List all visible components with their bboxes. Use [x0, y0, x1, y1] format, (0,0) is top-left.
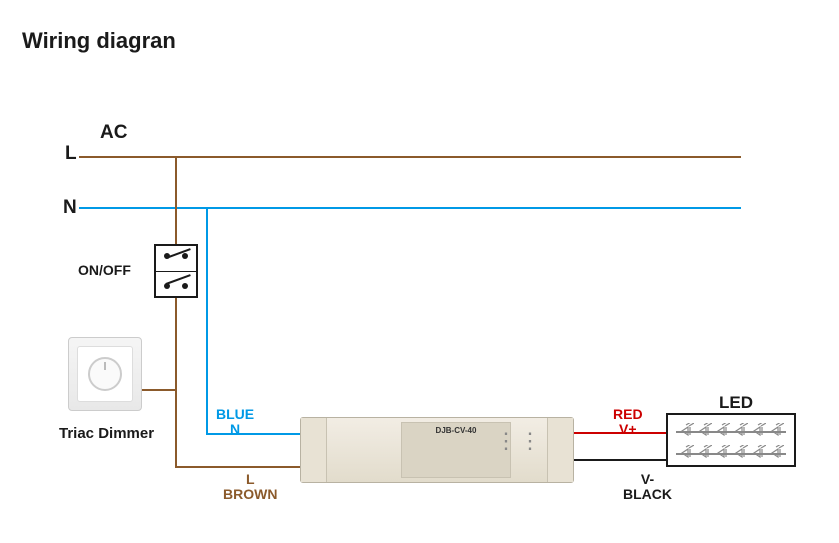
dimmer-panel: [77, 346, 133, 402]
driver-vent-icon: ⋮⋮: [495, 428, 543, 454]
led-diode-icon: [734, 445, 748, 461]
led-diode-icon: [698, 423, 712, 439]
led-diode-icon: [734, 423, 748, 439]
led-diode-icon: [716, 423, 730, 439]
led-diode-icon: [680, 445, 694, 461]
label-brown-l: L: [246, 471, 255, 487]
led-diode-icon: [752, 445, 766, 461]
driver-cap-right: [547, 418, 573, 482]
led-diode-icon: [716, 445, 730, 461]
wire-red-out: [574, 432, 666, 434]
triac-dimmer: [68, 337, 142, 411]
led-driver: DJB-CV-40 ⋮⋮: [300, 417, 574, 483]
driver-cap-left: [301, 418, 327, 482]
led-diode-icon: [752, 423, 766, 439]
led-diode-icon: [680, 423, 694, 439]
label-triac: Triac Dimmer: [59, 425, 154, 442]
label-brown: BROWN: [223, 486, 277, 502]
wire-L-to-switch: [175, 156, 177, 244]
led-diode-icon: [698, 445, 712, 461]
label-N: N: [63, 197, 77, 219]
label-L: L: [65, 143, 77, 165]
led-diode-icon: [770, 445, 784, 461]
wire-dimmer-h: [142, 389, 177, 391]
led-diode-icon: [770, 423, 784, 439]
wire-black-out: [574, 459, 666, 461]
led-box: [666, 413, 796, 467]
label-onoff: ON/OFF: [78, 262, 131, 278]
page-title: Wiring diagran: [22, 28, 176, 54]
label-vminus: V-: [641, 471, 654, 487]
label-vminus-black: V- BLACK: [623, 472, 672, 503]
label-vplus: V+: [619, 421, 637, 437]
onoff-switch: [154, 244, 198, 298]
label-ac: AC: [100, 122, 127, 144]
label-led: LED: [719, 393, 753, 413]
wire-brown-to-driver: [175, 466, 300, 468]
dimmer-knob: [88, 357, 122, 391]
label-l-brown: L BROWN: [223, 472, 277, 503]
label-blue: BLUE: [216, 406, 254, 422]
wire-N-bus: [79, 207, 741, 209]
label-red: RED: [613, 406, 643, 422]
wire-blue-to-driver: [206, 433, 300, 435]
wire-N-down: [206, 207, 208, 435]
wire-L-bus: [79, 156, 741, 158]
driver-model: DJB-CV-40: [405, 426, 507, 436]
wire-switch-to-driver: [175, 298, 177, 468]
label-black: BLACK: [623, 486, 672, 502]
